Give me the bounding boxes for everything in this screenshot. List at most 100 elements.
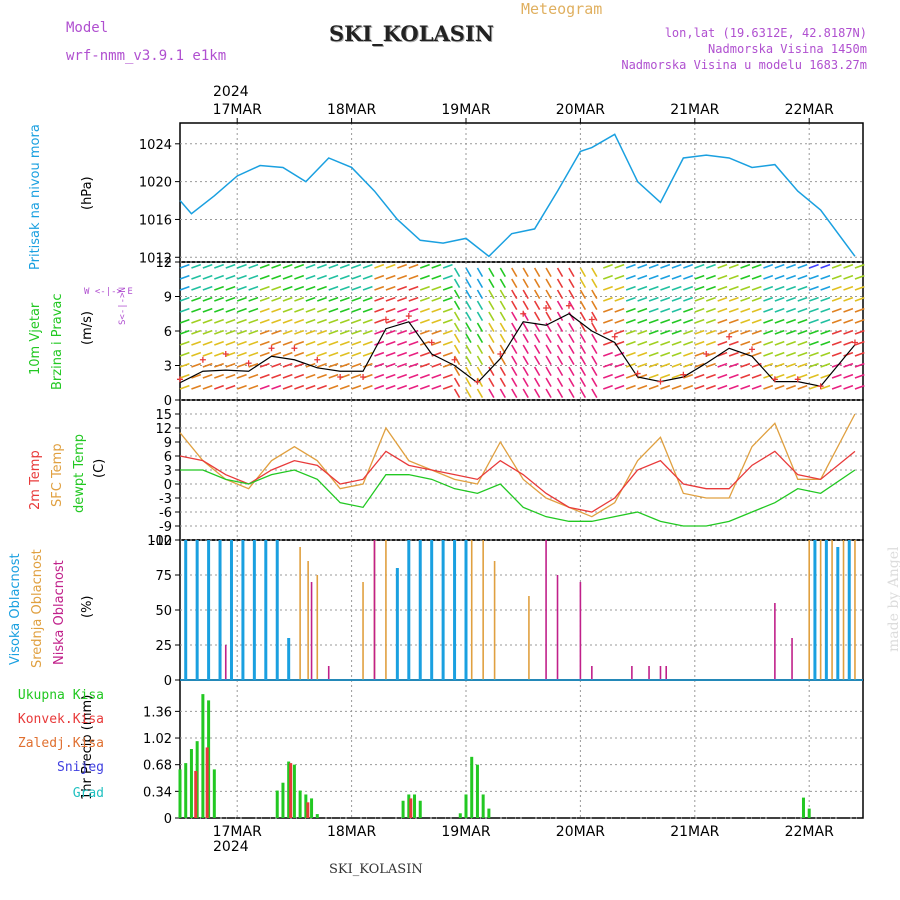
wind-barb <box>728 351 739 357</box>
wind-barb <box>511 344 518 355</box>
wind-barb <box>465 278 472 289</box>
wind-barb <box>545 300 552 311</box>
wind-barb <box>419 263 430 269</box>
wind-barb <box>808 351 819 357</box>
legend-ukupna: Ukupna Kisa <box>17 688 104 703</box>
day-label-bottom: 18MAR <box>327 824 376 840</box>
wind-barb <box>533 355 541 366</box>
wind-barb <box>385 296 396 302</box>
wind-barb <box>728 329 739 335</box>
wind-barb <box>808 373 819 379</box>
wind-barb <box>831 296 842 302</box>
wind-barb <box>660 351 671 357</box>
wind-barb <box>854 373 865 379</box>
wind-barb <box>339 274 350 280</box>
wind-barb <box>820 263 831 269</box>
wind-barb <box>339 340 350 346</box>
wind-barb <box>328 329 339 335</box>
wind-barb <box>317 340 327 346</box>
wind-barb <box>591 311 598 322</box>
wind-barb <box>259 362 270 368</box>
wind-barb <box>625 307 636 313</box>
wind-barb <box>763 362 774 368</box>
wind-barb <box>179 373 190 379</box>
station-title: SKI_KOLASIN <box>329 21 494 46</box>
ytick-label: 50 <box>155 604 172 619</box>
wind-barb <box>705 296 716 302</box>
wind-barb <box>236 362 247 368</box>
wind-barb <box>522 289 529 300</box>
wind-barb <box>225 384 236 390</box>
wind-barb <box>717 285 728 291</box>
wind-barb <box>774 318 785 324</box>
wind-barb <box>397 285 408 291</box>
wind-barb <box>476 355 484 366</box>
wind-barb <box>397 384 408 390</box>
wind-barb <box>282 362 293 368</box>
wind-barb <box>248 373 259 379</box>
wind-barb <box>476 322 484 333</box>
ytick-label: 75 <box>155 569 172 584</box>
year-top: 2024 <box>213 84 249 100</box>
wind-barb <box>214 263 224 269</box>
wind-barb <box>751 318 762 324</box>
wind-barb <box>351 329 362 335</box>
wind-barb <box>499 311 507 322</box>
wind-barb <box>671 285 682 291</box>
wind-barb <box>705 384 716 390</box>
wind-barb <box>545 311 552 322</box>
wind-barb <box>511 311 518 322</box>
wind-barb <box>397 329 408 335</box>
year-bottom: 2024 <box>213 839 249 855</box>
wind-barb <box>797 329 808 335</box>
wind-barb <box>259 340 270 346</box>
wind-barb <box>339 263 350 269</box>
wind-barb <box>717 362 728 368</box>
wind-barb <box>683 274 694 280</box>
wind-barb <box>362 384 373 390</box>
wind-barb <box>786 362 796 368</box>
wind-barb <box>579 377 587 388</box>
wind-gust-mark <box>794 376 801 383</box>
wind-barb <box>488 300 495 311</box>
wind-barb <box>648 285 659 291</box>
wind-barb <box>683 384 694 390</box>
wind-barb <box>328 384 339 390</box>
legend-grad: Grad <box>72 786 104 801</box>
total-precip-bar <box>184 763 188 818</box>
wind-barb <box>545 377 552 388</box>
wind-barb <box>683 263 694 269</box>
wind-barb <box>236 274 247 280</box>
wind-barb <box>476 377 484 388</box>
wind-barb <box>728 373 739 379</box>
total-precip-bar <box>178 769 182 818</box>
total-precip-bar <box>807 808 811 818</box>
wind-barb <box>317 285 327 291</box>
wind-barb <box>271 296 282 302</box>
wind-barb <box>202 373 213 379</box>
wind-barb <box>385 384 396 390</box>
wind-barb <box>717 263 728 269</box>
wind-barb <box>797 263 808 269</box>
wind-barb <box>431 285 442 291</box>
wind-barb <box>202 384 213 390</box>
wind-barb <box>191 373 202 379</box>
wind-barb <box>465 366 472 377</box>
wind-barb <box>179 307 190 313</box>
wind-barb <box>568 289 575 300</box>
wind-barb <box>648 384 659 390</box>
wind-barb <box>683 296 694 302</box>
wind-barb <box>831 340 842 346</box>
wind-barb <box>820 362 831 368</box>
wind-barb <box>603 285 613 291</box>
wind-barb <box>705 362 716 368</box>
wind-barb <box>236 340 247 346</box>
wind-barb <box>191 263 202 269</box>
wind-barb <box>465 344 472 355</box>
wind-barb <box>225 351 236 357</box>
wind-barb <box>236 384 247 390</box>
wind-gust-mark <box>543 305 550 311</box>
wind-barb <box>820 307 831 313</box>
wind-barb <box>431 373 442 379</box>
wind-barb <box>374 329 385 335</box>
